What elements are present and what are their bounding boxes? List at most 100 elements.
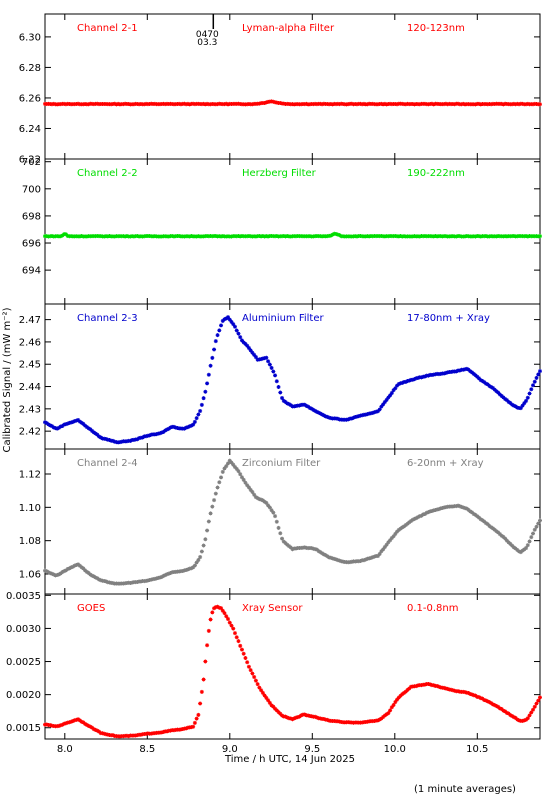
data-point <box>290 717 295 722</box>
panel-1: 6.22 6.24 6.26 6.28 6.30 Channel 2-1 Lyman-alp… <box>19 13 542 166</box>
data-point <box>63 568 68 573</box>
data-point <box>363 557 368 562</box>
data-point <box>524 546 529 551</box>
data-point <box>95 432 100 437</box>
data-point <box>480 696 485 701</box>
band-label: 0.1-0.8nm <box>407 603 459 614</box>
data-point <box>299 713 304 718</box>
data-point <box>480 378 485 383</box>
data-point <box>95 576 100 581</box>
footnote: (1 minute averages) <box>414 784 516 795</box>
data-point <box>278 711 283 716</box>
data-point <box>309 546 314 551</box>
data-point <box>281 539 286 544</box>
data-point <box>504 710 509 715</box>
data-point <box>95 728 100 733</box>
data-point <box>368 555 373 560</box>
data-point <box>253 678 258 683</box>
data-point <box>297 403 302 408</box>
data-point <box>60 570 65 575</box>
data-point <box>44 569 49 574</box>
data-point <box>189 566 194 571</box>
series-name: GOES <box>77 603 105 614</box>
data-point <box>271 369 276 374</box>
data-point <box>283 399 288 404</box>
data-point <box>506 711 511 716</box>
data-point <box>239 647 244 652</box>
data-point <box>88 427 93 432</box>
data-point <box>503 396 508 401</box>
y-tick-label: 2.46 <box>19 337 41 348</box>
data-point <box>199 402 204 407</box>
data-point <box>522 547 527 552</box>
data-point <box>243 480 248 485</box>
data-point <box>405 687 410 692</box>
data-point <box>361 558 366 563</box>
data-point <box>485 382 490 387</box>
data-point <box>522 718 527 723</box>
data-point <box>538 518 542 523</box>
data-point <box>194 416 199 421</box>
data-point <box>232 631 237 636</box>
data-point <box>466 691 471 696</box>
data-point <box>69 565 74 570</box>
data-point <box>55 573 60 578</box>
data-point <box>461 505 466 510</box>
data-point <box>283 541 288 546</box>
data-point <box>203 659 208 664</box>
data-point <box>269 703 274 708</box>
data-point <box>402 524 407 529</box>
data-point <box>58 723 63 728</box>
data-point <box>422 682 427 687</box>
data-point <box>532 704 537 709</box>
data-point <box>191 565 196 570</box>
panel-frame <box>44 303 541 450</box>
data-point <box>405 521 410 526</box>
data-point <box>529 535 534 540</box>
data-point <box>384 397 389 402</box>
data-point <box>269 365 274 370</box>
data-point <box>210 504 215 509</box>
data-point <box>245 343 250 348</box>
data-point <box>367 556 372 561</box>
data-point <box>126 734 131 739</box>
data-point <box>215 333 220 338</box>
data-point <box>515 547 520 552</box>
panel-5: 0.0015 0.0020 0.0025 0.0030 0.0035 GOES Xray S… <box>6 591 542 740</box>
panels: 6.22 6.24 6.26 6.28 6.30 Channel 2-1 Lyman-alp… <box>6 13 542 740</box>
data-point <box>224 101 229 106</box>
data-point <box>250 489 255 494</box>
data-point <box>250 350 255 355</box>
data-point <box>349 101 354 106</box>
data-point <box>238 643 243 648</box>
data-point <box>314 547 319 552</box>
y-tick-label: 702 <box>22 157 41 168</box>
data-point <box>335 232 340 237</box>
data-point <box>412 516 417 521</box>
data-point <box>226 616 231 621</box>
data-point <box>464 506 469 511</box>
data-point <box>426 510 431 515</box>
data-point <box>203 389 208 394</box>
data-point <box>79 420 84 425</box>
data-point <box>379 404 384 409</box>
data-point <box>515 717 520 722</box>
data-point <box>267 505 272 510</box>
data-point <box>538 695 542 700</box>
data-point <box>224 316 229 321</box>
data-point <box>382 713 387 718</box>
data-point <box>483 521 488 526</box>
data-point <box>241 651 246 656</box>
data-point <box>185 567 190 572</box>
data-point <box>110 733 115 738</box>
data-point <box>511 715 516 720</box>
data-point <box>227 458 232 463</box>
data-point <box>281 398 286 403</box>
data-point <box>163 428 168 433</box>
data-point <box>501 102 506 107</box>
data-point <box>81 421 86 426</box>
data-point <box>287 544 292 549</box>
data-point <box>407 520 412 525</box>
data-point <box>88 724 93 729</box>
data-point <box>231 462 236 467</box>
